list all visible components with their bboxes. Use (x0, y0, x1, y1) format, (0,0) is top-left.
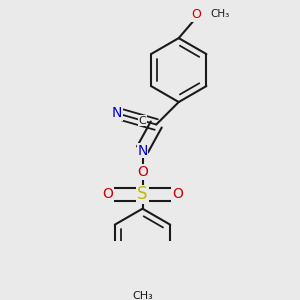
Text: N: N (137, 144, 148, 158)
Text: N: N (112, 106, 122, 120)
Text: C: C (139, 116, 146, 126)
Text: CH₃: CH₃ (132, 291, 153, 300)
Text: O: O (172, 188, 183, 202)
Text: S: S (137, 185, 148, 203)
Text: CH₃: CH₃ (210, 9, 229, 20)
Text: O: O (191, 8, 201, 21)
Text: O: O (137, 165, 148, 179)
Text: O: O (102, 188, 113, 202)
